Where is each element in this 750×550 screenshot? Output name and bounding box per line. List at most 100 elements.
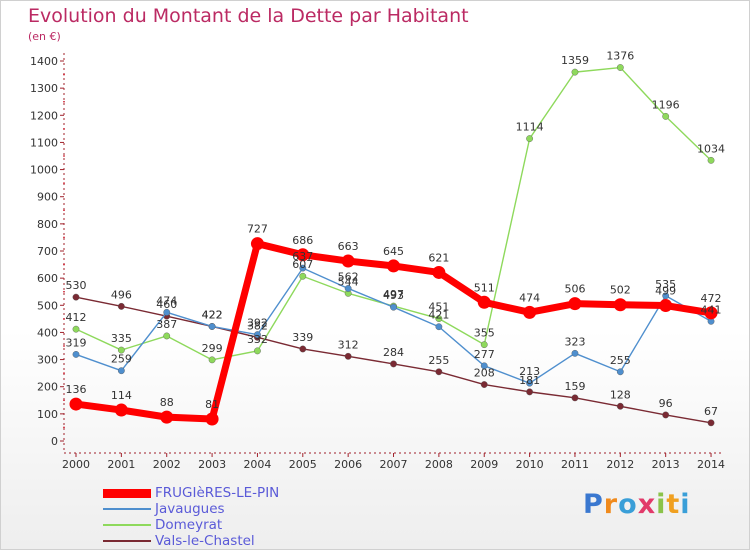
data-label: 312 xyxy=(338,338,359,351)
data-label: 1376 xyxy=(606,50,634,63)
x-tick-label: 2005 xyxy=(289,458,317,471)
data-label: 421 xyxy=(428,309,449,322)
data-point xyxy=(208,323,216,330)
data-point xyxy=(390,303,397,311)
data-label: 412 xyxy=(66,311,87,324)
x-tick-label: 2008 xyxy=(425,458,453,471)
y-tick-label: 0 xyxy=(51,435,58,448)
series-line xyxy=(75,66,712,361)
data-point xyxy=(299,272,307,280)
data-label: 506 xyxy=(564,283,585,296)
data-label: 493 xyxy=(383,289,404,302)
x-tick-label: 2002 xyxy=(153,458,181,471)
legend-swatch xyxy=(103,488,151,498)
data-label: 502 xyxy=(610,284,631,297)
x-tick-label: 2007 xyxy=(380,458,408,471)
data-label: 637 xyxy=(292,250,313,263)
data-point xyxy=(254,331,261,338)
data-label: 535 xyxy=(655,278,676,291)
legend-swatch xyxy=(103,524,151,526)
data-label: 181 xyxy=(519,374,540,387)
data-point xyxy=(250,237,264,251)
y-tick-label: 200 xyxy=(37,381,58,394)
data-label: 114 xyxy=(111,389,132,402)
data-point xyxy=(163,308,171,316)
legend-label: FRUGIèRES-LE-PIN xyxy=(155,485,280,501)
data-point xyxy=(299,345,307,353)
data-label: 213 xyxy=(519,365,540,378)
data-label: 67 xyxy=(704,405,718,418)
x-tick-label: 2010 xyxy=(516,458,544,471)
data-label: 422 xyxy=(202,308,223,321)
data-label: 284 xyxy=(383,346,404,359)
data-point xyxy=(571,349,579,357)
data-point xyxy=(344,285,352,292)
y-minor-tick xyxy=(63,426,65,429)
x-tick-label: 2004 xyxy=(243,458,271,471)
y-tick-label: 100 xyxy=(37,408,58,421)
data-point xyxy=(662,292,670,300)
data-label: 259 xyxy=(111,353,132,366)
data-label: 255 xyxy=(428,354,449,367)
data-label: 335 xyxy=(111,332,132,345)
data-point xyxy=(341,254,355,268)
data-point xyxy=(571,394,579,402)
data-label: 382 xyxy=(247,319,268,332)
data-label: 727 xyxy=(247,223,268,236)
data-label: 474 xyxy=(156,294,177,307)
data-label: 88 xyxy=(160,396,174,409)
data-label: 499 xyxy=(655,285,676,298)
data-point xyxy=(114,403,128,417)
data-point xyxy=(344,352,352,360)
data-label: 96 xyxy=(659,397,673,410)
y-minor-tick xyxy=(63,182,65,185)
data-point xyxy=(163,332,171,340)
data-point xyxy=(72,293,80,301)
y-tick-label: 300 xyxy=(37,354,58,367)
data-point xyxy=(526,135,533,143)
y-minor-tick xyxy=(63,127,65,130)
logo-letter: i xyxy=(656,489,667,520)
y-tick-label: 400 xyxy=(37,326,58,339)
data-point xyxy=(72,325,80,333)
y-tick-label: 900 xyxy=(37,191,58,204)
proxiti-logo: Proxiti xyxy=(583,489,691,520)
data-point xyxy=(480,381,488,388)
legend-label: Javaugues xyxy=(155,501,225,517)
data-label: 339 xyxy=(292,331,313,344)
y-minor-tick xyxy=(63,73,65,76)
data-point xyxy=(662,112,670,120)
data-point xyxy=(523,305,537,319)
data-point xyxy=(432,265,446,279)
logo-letter: P xyxy=(583,489,604,520)
logo-letter: o xyxy=(618,489,638,520)
data-point xyxy=(296,248,310,262)
y-tick-label: 500 xyxy=(37,299,58,312)
data-label: 441 xyxy=(701,303,722,316)
data-label: 128 xyxy=(610,388,631,401)
data-point xyxy=(435,368,443,376)
data-label: 663 xyxy=(338,240,359,253)
y-minor-tick xyxy=(63,399,65,402)
data-point xyxy=(659,299,673,313)
y-minor-tick xyxy=(63,317,65,320)
data-point xyxy=(526,388,533,396)
data-label: 496 xyxy=(111,288,132,301)
data-point xyxy=(435,323,443,331)
data-point xyxy=(72,351,80,358)
data-point xyxy=(299,264,307,272)
chart-axes: 0 100 200 300 400 500 600 700 800 900 1000 1100 1200… xyxy=(30,53,725,471)
x-tick-label: 2011 xyxy=(561,458,589,471)
data-point xyxy=(117,367,125,375)
x-tick-label: 2009 xyxy=(470,458,498,471)
x-tick-label: 2003 xyxy=(198,458,226,471)
y-tick-label: 1100 xyxy=(30,136,58,149)
data-point xyxy=(480,341,488,349)
data-point xyxy=(117,302,125,310)
y-minor-tick xyxy=(63,209,65,212)
data-label: 355 xyxy=(474,327,495,340)
y-tick-label: 1300 xyxy=(30,82,58,95)
data-label: 530 xyxy=(66,279,87,292)
data-point xyxy=(707,156,715,164)
